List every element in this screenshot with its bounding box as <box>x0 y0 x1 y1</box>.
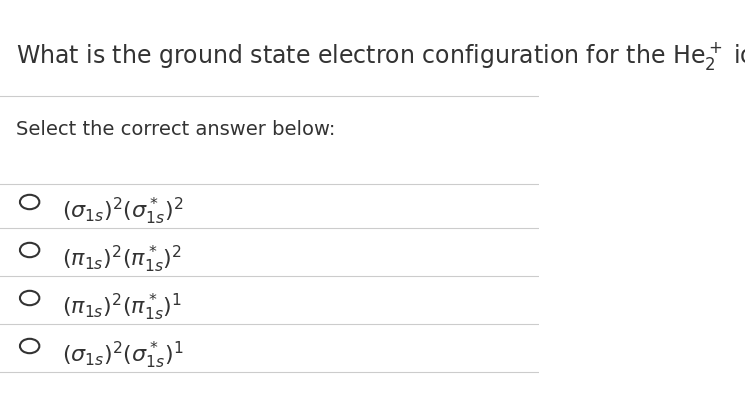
Text: Select the correct answer below:: Select the correct answer below: <box>16 120 335 139</box>
Text: $(\sigma_{1s})^2(\sigma^*_{1s})^1$: $(\sigma_{1s})^2(\sigma^*_{1s})^1$ <box>62 340 183 371</box>
Text: $(\sigma_{1s})^2(\sigma^*_{1s})^2$: $(\sigma_{1s})^2(\sigma^*_{1s})^2$ <box>62 196 183 227</box>
Text: $(\pi_{1s})^2(\pi^*_{1s})^2$: $(\pi_{1s})^2(\pi^*_{1s})^2$ <box>62 244 182 275</box>
Text: $(\pi_{1s})^2(\pi^*_{1s})^1$: $(\pi_{1s})^2(\pi^*_{1s})^1$ <box>62 292 182 323</box>
Text: What is the ground state electron configuration for the $\mathrm{He}_2^+$ ion?: What is the ground state electron config… <box>16 40 745 72</box>
